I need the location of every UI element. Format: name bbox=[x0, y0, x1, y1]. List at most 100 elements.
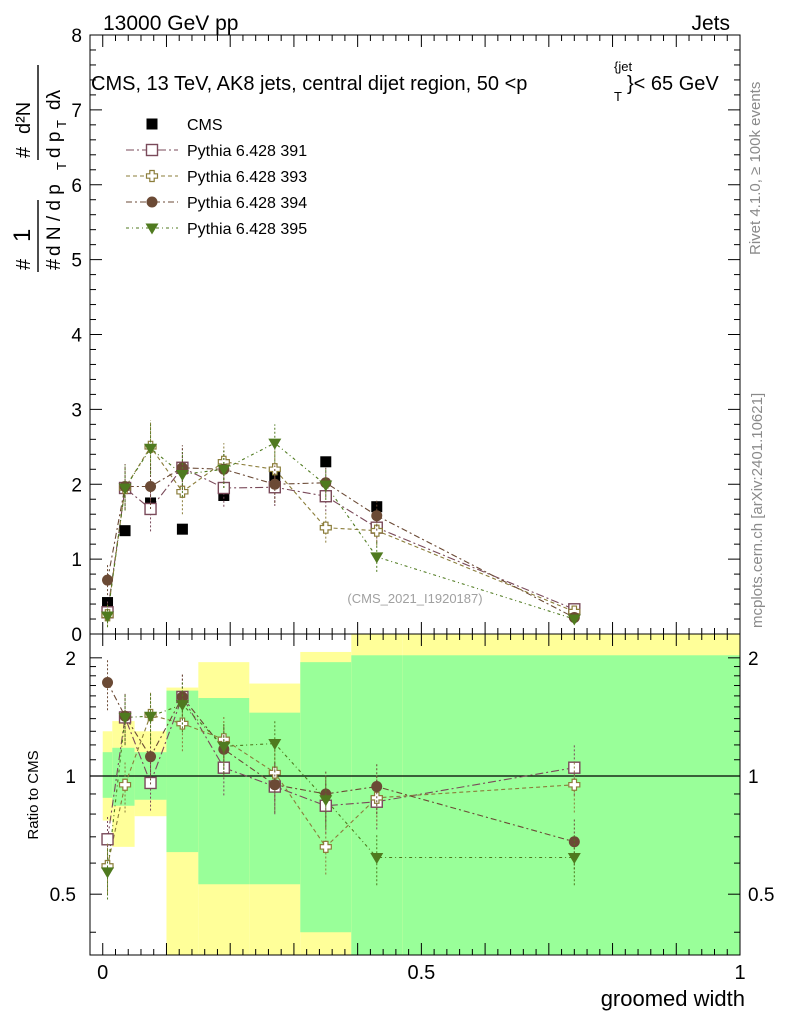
main-ytick-label: 5 bbox=[71, 251, 82, 272]
legend-marker-pythia-6-428-395 bbox=[145, 223, 159, 235]
ratio-point-pythia-6-428-395 bbox=[175, 700, 189, 712]
ratio-point-pythia-6-428-395 bbox=[370, 853, 384, 865]
band-green bbox=[402, 655, 740, 955]
ratio-point-pythia-6-428-395 bbox=[101, 867, 115, 879]
watermark: (CMS_2021_I1920187) bbox=[347, 591, 482, 606]
legend: CMS Pythia 6.428 391 Pythia 6.428 393 Pythi… bbox=[126, 117, 307, 238]
xtick-label: 0.5 bbox=[407, 962, 435, 984]
ratio-point-pythia-6-428-394 bbox=[568, 836, 580, 848]
point-cms bbox=[176, 523, 188, 535]
ratio-point-pythia-6-428-394 bbox=[176, 691, 188, 703]
point-cms bbox=[119, 525, 131, 537]
ratio-point-pythia-6-428-395 bbox=[319, 795, 333, 807]
ratio-ytick-label-right: 0.5 bbox=[748, 885, 774, 906]
legend-label-pythia-6-428-391: Pythia 6.428 391 bbox=[187, 143, 307, 160]
xtick-label: 1 bbox=[734, 962, 745, 984]
ratio-axes: 0 0.5 1 0.5 0.5 1 1 2 2 bbox=[50, 634, 774, 984]
main-ylabel: # 1 # d N / d p T # d²N d p T dλ bbox=[9, 65, 69, 272]
ratio-point-pythia-6-428-391 bbox=[101, 833, 114, 846]
ratio-point-pythia-6-428-394 bbox=[269, 779, 281, 791]
legend-label-pythia-6-428-394: Pythia 6.428 394 bbox=[187, 195, 307, 212]
ratio-series-marks bbox=[101, 658, 581, 900]
ratio-point-pythia-6-428-395 bbox=[118, 712, 132, 724]
band-green bbox=[112, 747, 135, 806]
point-pythia-6-428-395 bbox=[319, 480, 333, 492]
legend-marker-pythia-6-428-391 bbox=[145, 143, 159, 157]
ylabel-dlambda: dλ bbox=[44, 89, 65, 110]
main-ytick-label: 1 bbox=[71, 550, 82, 571]
ratio-line-pythia-6-428-391 bbox=[106, 695, 575, 840]
legend-label-cms: CMS bbox=[187, 117, 223, 134]
xtick-label: 0 bbox=[97, 962, 108, 984]
point-pythia-6-428-395 bbox=[175, 470, 189, 482]
point-pythia-6-428-395 bbox=[567, 614, 581, 626]
ylabel-denominator-sub: T bbox=[54, 162, 69, 170]
main-panel: 0 1 2 3 4 5 6 7 8 bbox=[71, 26, 741, 646]
header-left: 13000 GeV pp bbox=[103, 12, 238, 35]
legend-label-pythia-6-428-395: Pythia 6.428 395 bbox=[187, 221, 307, 238]
main-series-marks bbox=[101, 420, 581, 628]
ylabel-denominator: d N / d p bbox=[44, 184, 65, 256]
ratio-ytick-label-right: 2 bbox=[748, 649, 759, 670]
chart-title: CMS, 13 TeV, AK8 jets, central dijet reg… bbox=[91, 59, 719, 104]
ratio-ytick-label: 2 bbox=[65, 649, 76, 670]
ylabel-one: 1 bbox=[9, 229, 36, 242]
ratio-ytick-label: 0.5 bbox=[50, 885, 76, 906]
main-ytick-label: 7 bbox=[71, 101, 82, 122]
chart-title-suffix: }< 65 GeV bbox=[627, 73, 719, 95]
ratio-point-pythia-6-428-393 bbox=[118, 778, 132, 791]
point-cms bbox=[218, 489, 230, 501]
ratio-ytick-label-right: 1 bbox=[748, 767, 759, 788]
rivet-label: Rivet 4.1.0, ≥ 100k events bbox=[747, 82, 764, 255]
ratio-point-pythia-6-428-395 bbox=[268, 739, 282, 751]
ratio-point-pythia-6-428-394 bbox=[371, 781, 383, 793]
point-pythia-6-428-395 bbox=[118, 483, 132, 495]
point-pythia-6-428-395 bbox=[370, 552, 384, 564]
chart-title-sup: {jet bbox=[614, 59, 632, 74]
chart-title-sub: T bbox=[614, 89, 622, 104]
ratio-point-pythia-6-428-395 bbox=[567, 853, 581, 865]
legend-marker-pythia-6-428-393 bbox=[145, 169, 159, 183]
point-pythia-6-428-394 bbox=[371, 510, 383, 522]
main-axes: 0 1 2 3 4 5 6 7 8 bbox=[71, 26, 741, 646]
point-cms bbox=[371, 501, 383, 513]
point-pythia-6-428-393 bbox=[319, 521, 332, 534]
ylabel-hash3: # bbox=[13, 146, 35, 158]
ratio-point-pythia-6-428-394 bbox=[145, 751, 157, 763]
ratio-point-pythia-6-428-395 bbox=[144, 711, 158, 723]
point-pythia-6-428-394 bbox=[269, 478, 281, 490]
main-ytick-label: 4 bbox=[71, 326, 82, 347]
legend-label-pythia-6-428-393: Pythia 6.428 393 bbox=[187, 169, 307, 186]
point-pythia-6-428-395 bbox=[217, 464, 231, 476]
ratio-point-pythia-6-428-395 bbox=[217, 741, 231, 753]
ratio-point-pythia-6-428-393 bbox=[568, 778, 581, 791]
point-pythia-6-428-395 bbox=[268, 438, 282, 450]
main-ytick-label: 2 bbox=[71, 475, 82, 496]
point-cms bbox=[320, 456, 332, 468]
ylabel-dp: d p bbox=[44, 132, 65, 158]
point-pythia-6-428-394 bbox=[145, 480, 157, 492]
point-pythia-6-428-395 bbox=[144, 443, 158, 455]
band-green bbox=[102, 752, 113, 798]
main-ytick-label: 6 bbox=[71, 176, 82, 197]
ylabel-hash1: # bbox=[13, 258, 35, 270]
ratio-point-pythia-6-428-394 bbox=[102, 677, 114, 689]
chart-title-prefix: CMS, 13 TeV, AK8 jets, central dijet reg… bbox=[91, 73, 527, 95]
ylabel-numerator: d²N bbox=[13, 102, 35, 134]
xlabel: groomed width bbox=[601, 986, 745, 1011]
series-line-pythia-6-428-395 bbox=[106, 442, 575, 620]
ratio-panel: 0 0.5 1 0.5 0.5 1 1 2 2 bbox=[50, 633, 774, 984]
main-ytick-label: 8 bbox=[71, 26, 82, 47]
ratio-point-pythia-6-428-393 bbox=[268, 766, 281, 779]
main-ytick-label: 0 bbox=[71, 625, 82, 646]
header-right: Jets bbox=[691, 12, 730, 35]
ratio-point-pythia-6-428-393 bbox=[319, 840, 332, 853]
legend-marker-pythia-6-428-394 bbox=[146, 196, 158, 208]
ratio-frame bbox=[89, 633, 741, 956]
ratio-ylabel: Ratio to CMS bbox=[25, 750, 42, 839]
mcplots-label: mcplots.cern.ch [arXiv:2401.10621] bbox=[749, 393, 766, 628]
point-pythia-6-428-394 bbox=[102, 574, 114, 586]
main-ytick-label: 3 bbox=[71, 400, 82, 421]
legend-marker-cms bbox=[146, 118, 158, 130]
